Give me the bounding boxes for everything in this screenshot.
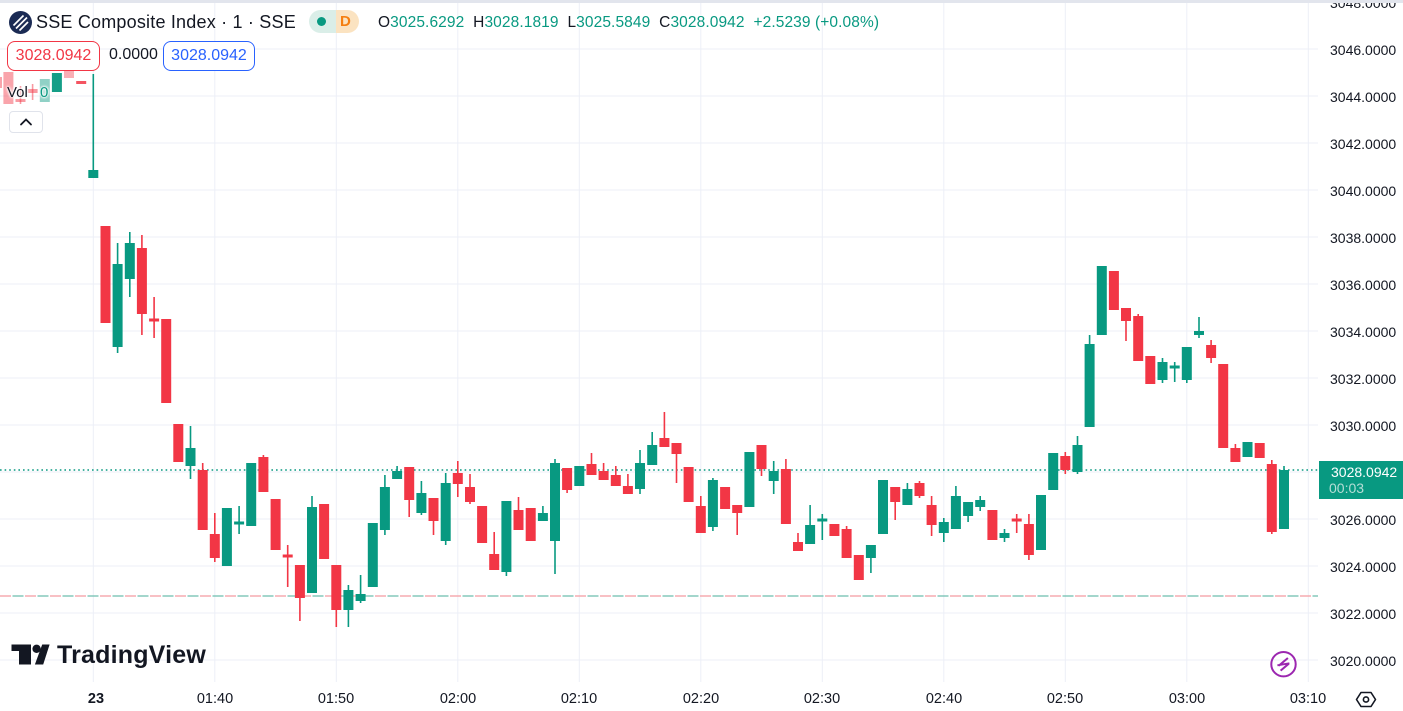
svg-text:TradingView: TradingView: [57, 641, 206, 669]
